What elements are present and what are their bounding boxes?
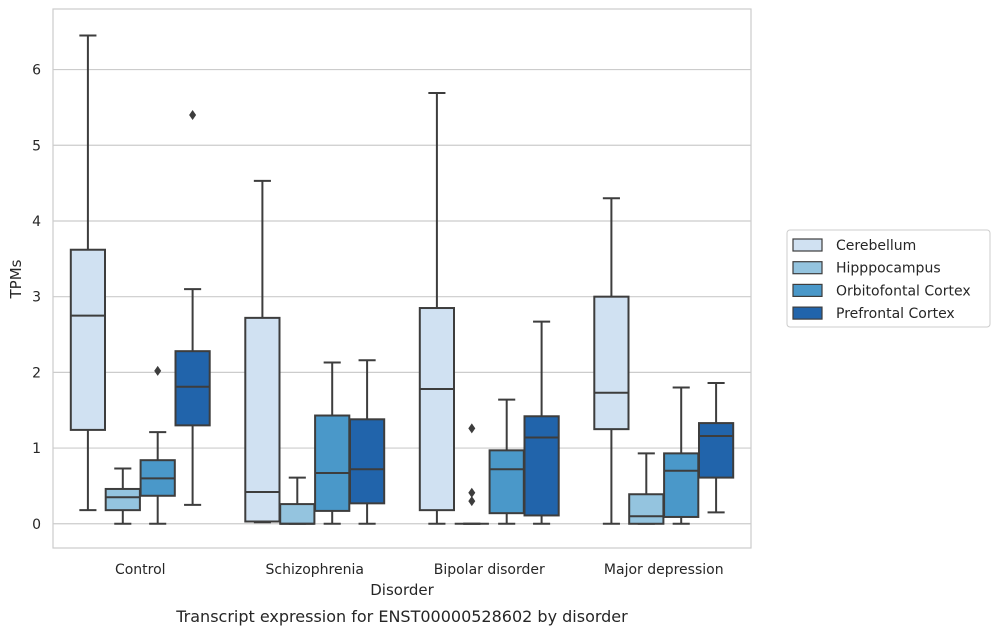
y-tick-label-4: 4 (32, 214, 41, 230)
box-1-2 (314, 361, 351, 525)
box-body (348, 418, 386, 505)
legend-swatch-2 (792, 283, 823, 297)
outlier-point (468, 487, 476, 498)
box-body (244, 316, 281, 523)
x-tick-label-1: Schizophrenia (266, 562, 364, 578)
box-1-0 (244, 179, 281, 524)
legend: Cerebellum Hipppocampus Orbitofontal Corte… (786, 229, 991, 328)
legend-label-3: Prefrontal Cortex (836, 306, 955, 322)
box-body (279, 503, 316, 525)
boxes (69, 34, 735, 525)
legend-label-2: Orbitofontal Cortex (836, 283, 971, 299)
y-axis-label: TPMs (7, 259, 25, 299)
outlier-point (468, 496, 476, 507)
plot-frame (52, 8, 752, 549)
box-2-0 (418, 92, 456, 525)
x-tick-labels: Control Schizophrenia Bipolar disorder Majo… (115, 562, 724, 578)
y-tick-label-0: 0 (32, 517, 41, 533)
x-tick-label-0: Control (115, 562, 166, 578)
legend-label-0: Cerebellum (836, 238, 916, 254)
legend-swatch-1 (792, 261, 823, 275)
box-body (488, 449, 525, 515)
y-tick-labels: 0 1 2 3 4 5 6 (32, 63, 41, 533)
x-axis-label: Disorder (370, 581, 434, 599)
box-body (69, 248, 107, 431)
outlier-point (468, 423, 476, 434)
grid-lines (53, 68, 751, 525)
chart-caption: Transcript expression for ENST0000052860… (175, 607, 628, 626)
box-2-1 (454, 423, 489, 525)
y-tick-label-2: 2 (32, 365, 41, 381)
box-body (104, 487, 141, 512)
box-1-3 (348, 359, 386, 525)
legend-swatch-0 (792, 238, 823, 252)
box-0-3 (174, 109, 211, 506)
y-tick-label-3: 3 (32, 290, 41, 306)
box-0-1 (104, 467, 141, 525)
box-3-3 (697, 381, 735, 514)
box-body (314, 414, 351, 512)
box-2-3 (523, 320, 560, 525)
box-body (663, 452, 700, 518)
y-tick-label-1: 1 (32, 441, 41, 457)
outlier-point (189, 109, 197, 120)
box-2-2 (488, 398, 525, 525)
legend-frame (786, 229, 991, 328)
box-body (697, 422, 735, 479)
y-tick-label-5: 5 (32, 138, 41, 154)
legend-label-1: Hipppocampus (836, 261, 941, 277)
outlier-point (154, 365, 162, 376)
box-3-2 (663, 386, 700, 525)
box-body (593, 295, 630, 431)
box-body (523, 415, 560, 517)
box-body (418, 307, 456, 512)
box-body (174, 350, 211, 427)
box-1-1 (279, 476, 316, 525)
box-body (628, 493, 665, 525)
box-0-0 (69, 34, 107, 512)
box-3-0 (593, 197, 630, 525)
box-0-2 (139, 365, 176, 525)
legend-swatch-3 (792, 306, 823, 320)
y-tick-label-6: 6 (32, 63, 41, 79)
x-tick-label-3: Major depression (604, 562, 724, 578)
x-tick-label-2: Bipolar disorder (434, 562, 545, 578)
box-3-1 (628, 452, 665, 525)
